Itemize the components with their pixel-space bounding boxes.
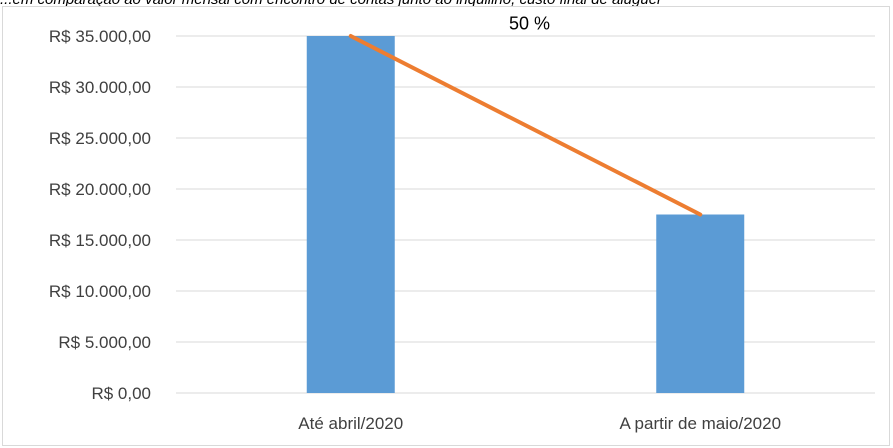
x-category-label: A partir de maio/2020 [619, 414, 781, 433]
y-tick-label: R$ 35.000,00 [49, 27, 151, 46]
y-tick-label: R$ 0,00 [91, 384, 151, 403]
y-tick-label: R$ 25.000,00 [49, 129, 151, 148]
chart-area-border [2, 6, 890, 446]
y-tick-label: R$ 15.000,00 [49, 231, 151, 250]
percentage-annotation: 50 % [509, 13, 550, 33]
bar [656, 214, 745, 393]
x-category-label: Até abril/2020 [298, 414, 403, 433]
trend-line [348, 34, 703, 217]
y-tick-label: R$ 10.000,00 [49, 282, 151, 301]
y-tick-label: R$ 20.000,00 [49, 180, 151, 199]
chart-caption: ...em comparação ao valor mensal com enc… [0, 0, 893, 11]
y-tick-label: R$ 30.000,00 [49, 78, 151, 97]
y-tick-label: R$ 5.000,00 [58, 333, 151, 352]
bar [306, 36, 395, 393]
